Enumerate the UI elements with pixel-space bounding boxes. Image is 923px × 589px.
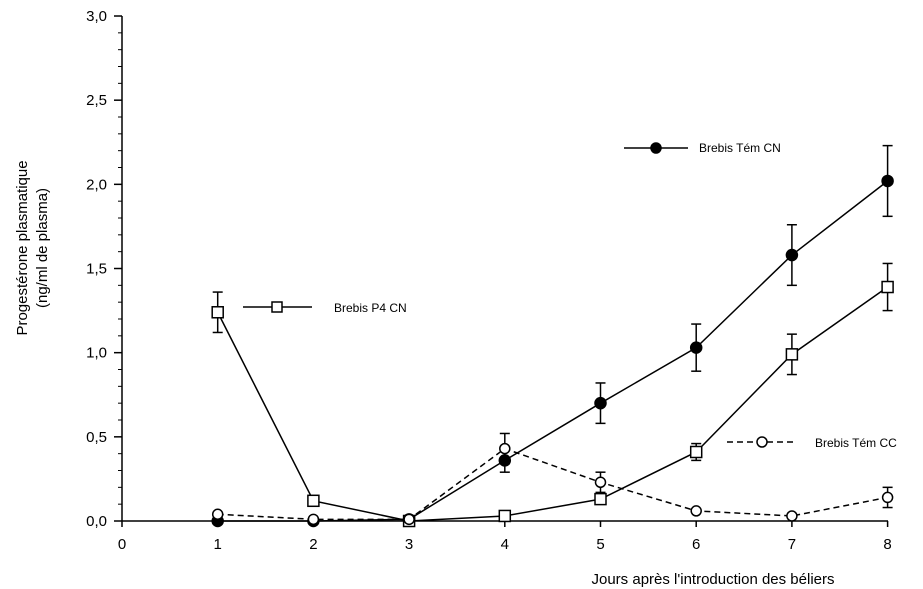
x-tick-label: 4 [501, 536, 509, 553]
x-ticks: 0 1 2 3 4 5 6 7 8 [118, 521, 892, 553]
y-tick-label: 1,0 [86, 345, 107, 362]
legend-p4-cn: Brebis P4 CN [243, 301, 407, 315]
data-point [881, 491, 894, 504]
legend-marker-tem-cn [650, 142, 662, 154]
data-point [594, 492, 607, 506]
y-tick-label: 1,5 [86, 261, 107, 278]
data-point [786, 510, 798, 522]
data-point [785, 348, 799, 361]
legend-label-tem-cn: Brebis Tém CN [699, 141, 781, 155]
series-0 [211, 144, 894, 528]
x-tick-label: 7 [788, 536, 796, 553]
legend-marker-tem-cc [756, 436, 768, 448]
data-point [689, 341, 703, 354]
data-point [594, 396, 607, 410]
series-line [217, 180, 889, 522]
y-axis-title-line2: (ng/ml de plasma) [34, 188, 51, 308]
legend-marker-p4-cn [271, 301, 283, 313]
series-1 [211, 262, 894, 528]
data-point [211, 508, 224, 521]
data-point [211, 306, 224, 319]
y-tick-label: 0,5 [86, 429, 107, 446]
series-2 [211, 432, 894, 526]
data-point [307, 494, 320, 508]
y-axis-title-line1: Progestérone plasmatique [14, 160, 31, 335]
data-point [785, 248, 799, 262]
series-line [217, 447, 888, 521]
data-point [881, 174, 894, 188]
y-tick-label: 0,0 [86, 513, 107, 530]
x-tick-label: 0 [118, 536, 126, 553]
data-point [689, 445, 703, 459]
y-tick-label: 3,0 [86, 8, 107, 25]
legend-tem-cc: Brebis Tém CC [727, 436, 897, 450]
x-tick-label: 6 [692, 536, 700, 553]
data-point [594, 476, 607, 489]
data-point [690, 505, 702, 517]
data-point [498, 509, 512, 523]
legend-label-tem-cc: Brebis Tém CC [815, 436, 897, 450]
series-line [217, 286, 889, 522]
x-tick-label: 1 [214, 536, 222, 553]
data-point [403, 513, 415, 526]
legend-tem-cn: Brebis Tém CN [624, 141, 781, 155]
data-point [307, 513, 320, 526]
x-axis-title: Jours après l'introduction des béliers [592, 571, 835, 588]
y-tick-label: 2,0 [86, 176, 107, 193]
y-axis-title: Progestérone plasmatique (ng/ml de plasm… [14, 160, 51, 335]
x-tick-label: 5 [596, 536, 604, 553]
y-ticks: 0,0 0,5 1,0 1,5 2,0 2,5 3,0 [86, 8, 122, 530]
series-layer [211, 144, 894, 528]
x-tick-label: 3 [405, 536, 413, 553]
x-tick-label: 8 [883, 536, 891, 553]
legend-label-p4-cn: Brebis P4 CN [334, 301, 407, 315]
data-point [499, 442, 511, 455]
x-tick-label: 2 [309, 536, 317, 553]
data-point [881, 280, 894, 294]
y-tick-label: 2,5 [86, 92, 107, 109]
